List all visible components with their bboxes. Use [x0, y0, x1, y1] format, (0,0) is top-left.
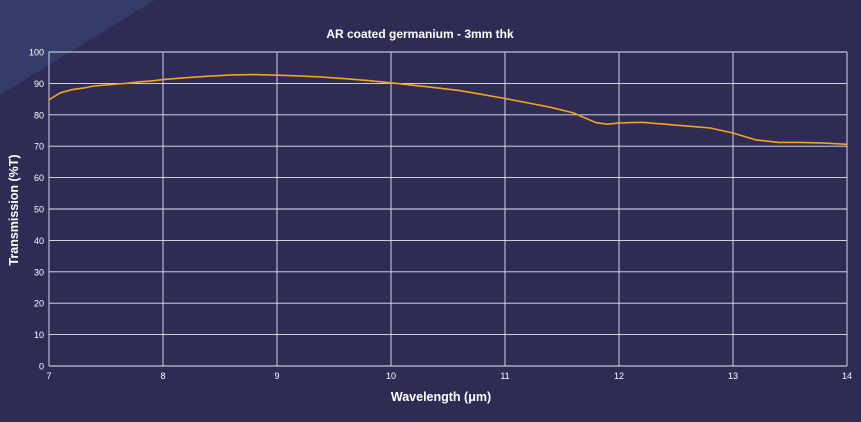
- x-tick-label: 14: [842, 371, 852, 381]
- y-tick-label: 70: [34, 142, 44, 152]
- y-tick-label: 50: [34, 205, 44, 215]
- series-line: [48, 73, 848, 146]
- y-tick-label: 90: [34, 79, 44, 89]
- series-layer: [48, 73, 848, 146]
- y-tick-label: 0: [39, 362, 44, 372]
- y-tick-label: 40: [34, 236, 44, 246]
- y-tick-label: 100: [29, 48, 44, 58]
- chart-title: AR coated germanium - 3mm thk: [326, 27, 514, 41]
- y-tick-label: 30: [34, 267, 44, 277]
- grid-lines: [48, 51, 848, 367]
- y-tick-label: 20: [34, 299, 44, 309]
- y-tick-label: 80: [34, 110, 44, 120]
- x-tick-label: 7: [46, 371, 51, 381]
- y-tick-label: 60: [34, 173, 44, 183]
- x-axis-label: Wavelength (μm): [391, 390, 491, 404]
- x-axis-tick-labels: 7 8 9 10 11 12 13 14: [46, 371, 852, 381]
- x-tick-label: 11: [500, 371, 509, 381]
- x-tick-label: 12: [614, 371, 624, 381]
- x-tick-label: 13: [728, 371, 738, 381]
- corner-accent-shape: [0, 0, 155, 95]
- y-axis-tick-labels: 0 10 20 30 40 50 60 70 80 90 100: [29, 48, 44, 372]
- x-tick-label: 9: [274, 371, 279, 381]
- x-tick-label: 10: [386, 371, 396, 381]
- y-tick-label: 10: [34, 330, 44, 340]
- y-axis-label: Transmission (%T): [7, 154, 21, 265]
- x-tick-label: 8: [160, 371, 165, 381]
